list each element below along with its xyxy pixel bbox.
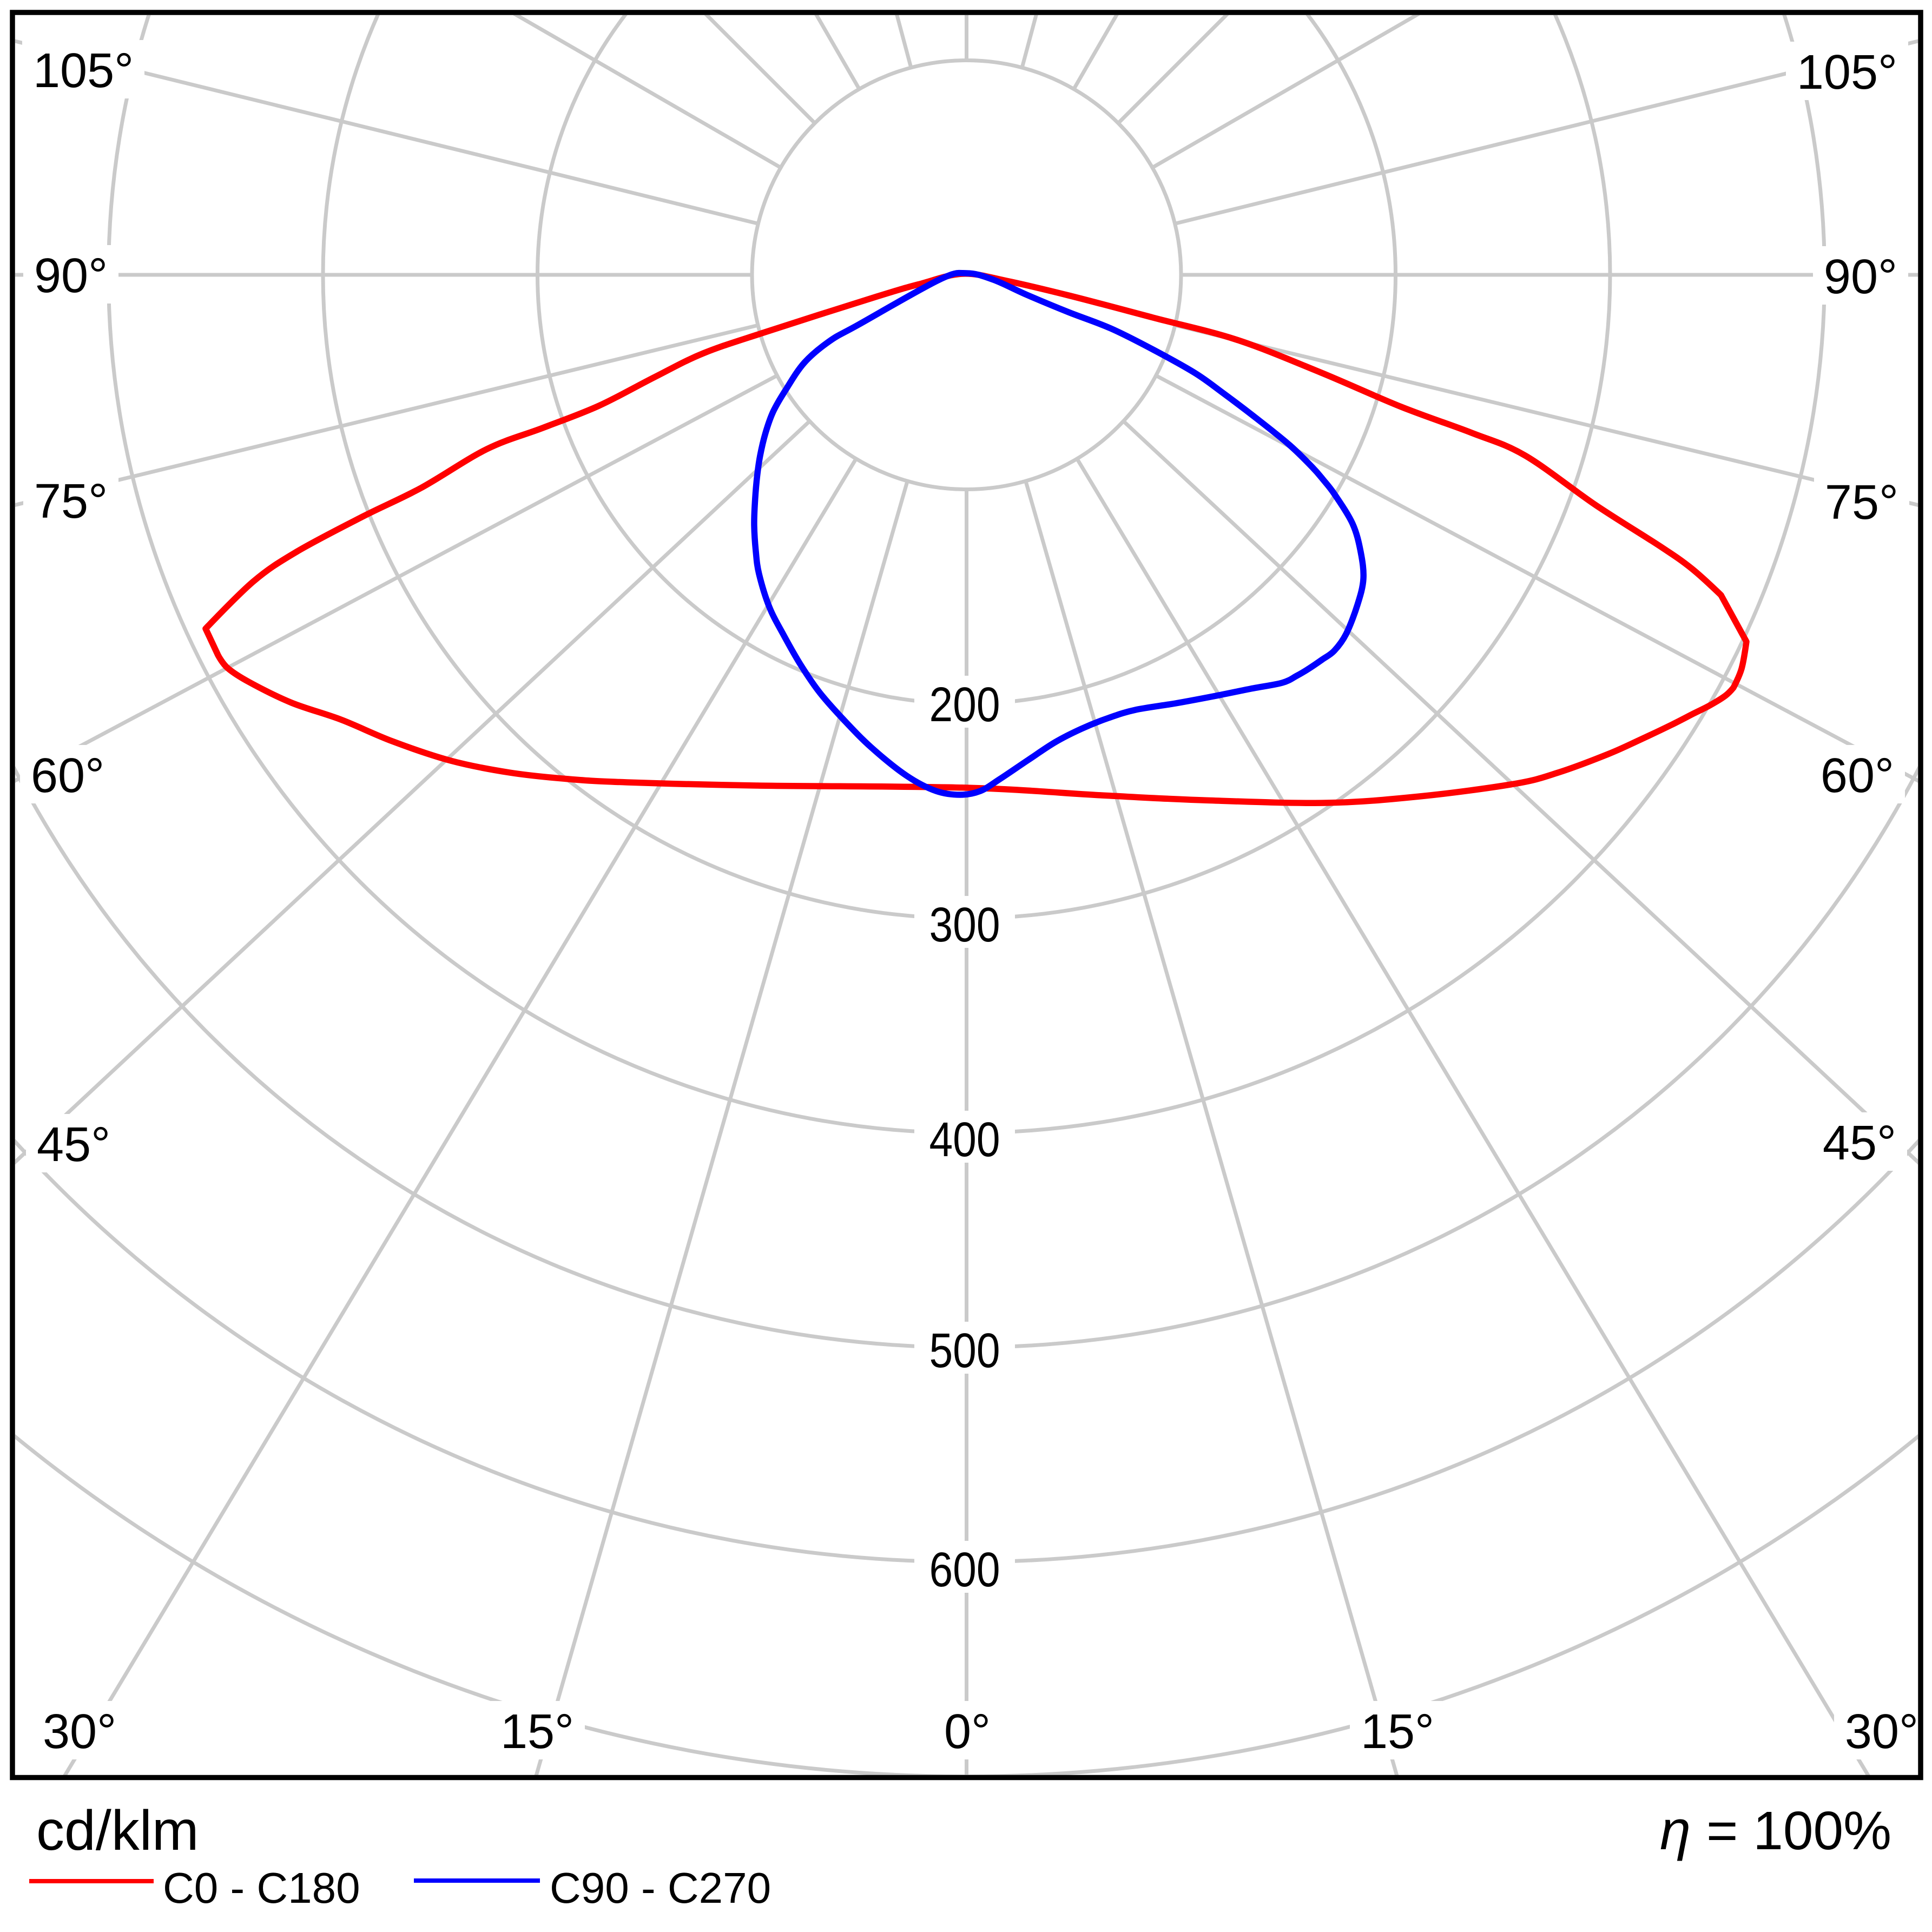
svg-text:90°: 90° [34, 249, 108, 303]
svg-text:30°: 30° [1845, 1705, 1918, 1759]
svg-text:= 100%: = 100% [1706, 1801, 1891, 1861]
svg-text:90°: 90° [1824, 250, 1897, 304]
svg-text:η: η [1660, 1799, 1691, 1861]
svg-text:200: 200 [929, 678, 1000, 732]
svg-text:60°: 60° [31, 749, 104, 803]
svg-text:C90 - C270: C90 - C270 [550, 1864, 771, 1912]
svg-text:60°: 60° [1821, 749, 1894, 803]
svg-text:45°: 45° [37, 1118, 110, 1172]
svg-text:300: 300 [929, 898, 1000, 952]
svg-text:C0 - C180: C0 - C180 [163, 1864, 360, 1912]
svg-text:105°: 105° [33, 44, 134, 98]
svg-text:cd/klm: cd/klm [36, 1799, 199, 1862]
svg-text:15°: 15° [500, 1705, 574, 1759]
svg-text:15°: 15° [1361, 1705, 1434, 1759]
svg-text:105°: 105° [1797, 45, 1897, 100]
svg-text:600: 600 [929, 1543, 1000, 1597]
svg-text:0°: 0° [944, 1705, 991, 1759]
svg-text:45°: 45° [1823, 1116, 1896, 1170]
svg-text:75°: 75° [1825, 476, 1898, 530]
svg-text:30°: 30° [43, 1705, 116, 1759]
svg-text:75°: 75° [34, 474, 108, 529]
svg-text:500: 500 [929, 1324, 1000, 1378]
svg-text:400: 400 [929, 1113, 1000, 1167]
